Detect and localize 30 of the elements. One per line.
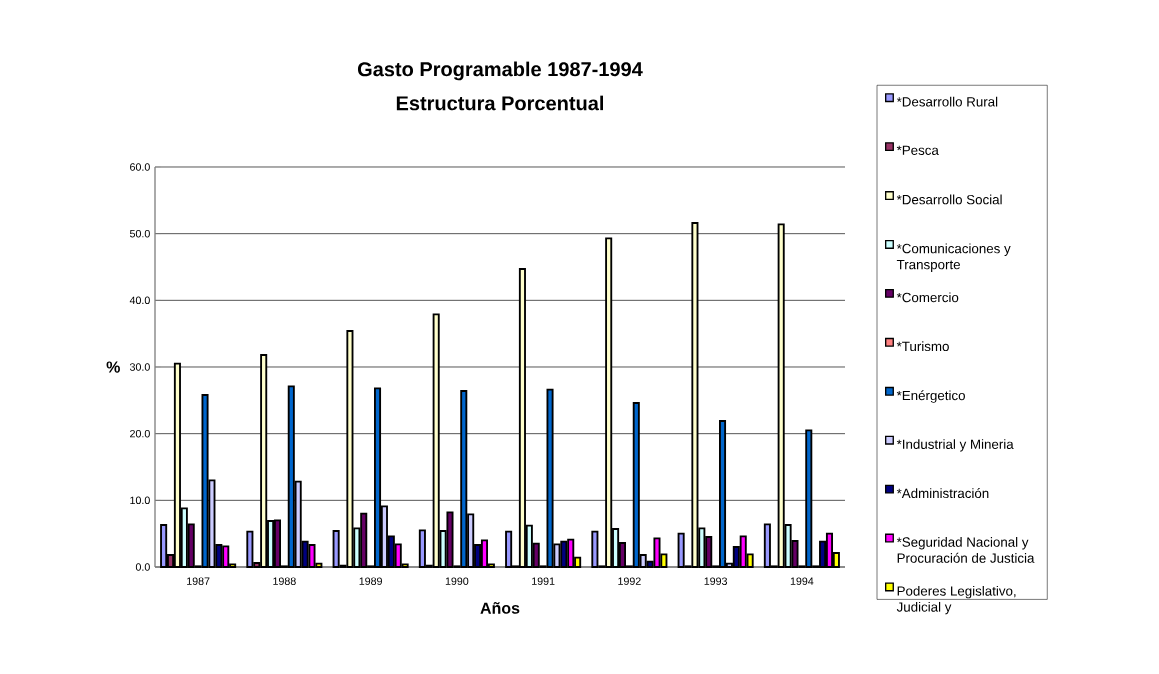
x-tick-label: 1992 xyxy=(618,577,641,585)
legend-label: *Pesca xyxy=(896,145,939,155)
y-tick-label: 0.0 xyxy=(135,563,150,571)
x-tick-label: 1989 xyxy=(359,577,382,585)
legend-label: *Turismo xyxy=(896,341,949,352)
y-axis-title: % xyxy=(106,361,120,373)
legend-label: *Comunicaciones y Transporte xyxy=(896,243,1011,272)
legend-label: *Enérgetico xyxy=(896,390,965,403)
x-axis-title: Años xyxy=(480,602,520,614)
legend-label: Poderes Legislativo, Judicial y xyxy=(896,585,1016,615)
y-tick-label: 60.0 xyxy=(130,163,150,171)
x-tick-label: 1994 xyxy=(790,577,814,585)
y-tick-label: 50.0 xyxy=(129,229,150,238)
legend-label: *Desarrollo Rural xyxy=(896,96,998,107)
legend-label: *Comercio xyxy=(896,292,959,303)
x-tick-label: 1990 xyxy=(445,577,469,585)
y-tick-label: 40.0 xyxy=(129,296,150,305)
x-tick-label: 1988 xyxy=(273,577,296,585)
legend-label: *Industrial y Mineria xyxy=(896,439,1014,452)
chart-subtitle: Estructura Porcentual xyxy=(396,95,604,111)
legend-label: *Administración xyxy=(896,488,989,499)
y-tick-label: 10.0 xyxy=(130,496,150,505)
y-tick-label: 30.0 xyxy=(129,363,150,371)
x-tick-label: 1993 xyxy=(704,577,728,585)
x-tick-label: 1991 xyxy=(532,577,555,585)
chart-title: Gasto Programable 1987-1994 xyxy=(357,61,643,81)
x-tick-label: 1987 xyxy=(187,577,210,585)
legend-label: *Desarrollo Social xyxy=(896,194,1002,205)
legend-label: *Seguridad Nacional y Procuración de Justicia xyxy=(896,537,1035,563)
y-tick-label: 20.0 xyxy=(130,429,150,438)
